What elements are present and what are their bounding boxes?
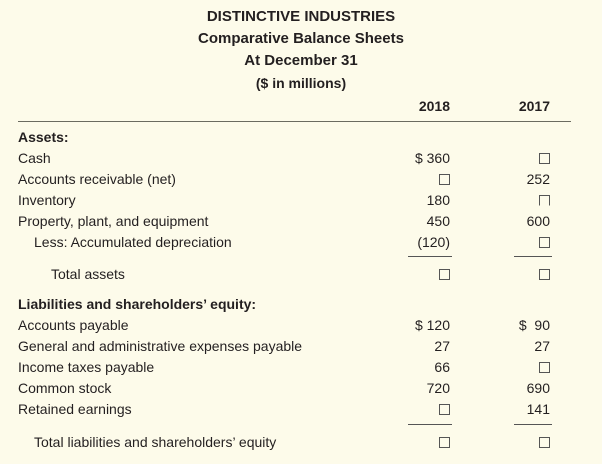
statement-units: ($ in millions) [255,75,347,91]
subtotal-underline-2017 [514,424,552,425]
table-row: Inventory 180 [0,190,602,211]
value-2018[interactable] [380,169,450,190]
blank-answer-box[interactable] [539,236,550,248]
value-2017: 252 [526,171,550,187]
row-label: Cash [18,150,51,166]
liabilities-heading: Liabilities and shareholders’ equity: [18,296,257,312]
table-row: General and administrative expenses paya… [0,336,602,357]
blank-answer-box[interactable] [539,194,550,206]
column-header-2017: 2017 [518,98,550,114]
value-2018: $ 360 [414,150,450,166]
row-label: Income taxes payable [18,359,155,375]
table-row: Income taxes payable 66 [0,357,602,378]
company-name: DISTINCTIVE INDUSTRIES [206,8,396,25]
blank-answer-box[interactable] [439,403,450,415]
table-row: Accounts receivable (net) 252 [0,169,602,190]
table-row: Common stock 720 690 [0,378,602,399]
value-2017: 690 [526,380,550,396]
value-2017[interactable] [480,264,550,285]
assets-heading-row: Assets: [0,127,602,148]
blank-answer-box[interactable] [439,436,450,448]
value-2018: 450 [426,213,450,229]
table-row: Accounts payable $ 120 $ 90 [0,315,602,336]
column-header-2018: 2018 [418,98,450,114]
value-2017[interactable] [480,357,550,378]
value-2018[interactable] [380,399,450,420]
row-label: Accounts receivable (net) [18,171,176,187]
table-row: Less: Accumulated depreciation (120) [0,232,602,253]
row-label: Property, plant, and equipment [18,213,209,229]
assets-heading: Assets: [18,129,69,145]
value-2017[interactable] [480,190,550,211]
blank-answer-box[interactable] [539,152,550,164]
value-2017[interactable] [480,232,550,253]
row-label: Inventory [18,192,76,208]
blank-answer-box[interactable] [439,268,450,280]
blank-answer-box[interactable] [539,436,550,448]
value-2017: $ 90 [518,317,550,333]
value-2017: 27 [534,338,550,354]
value-2017[interactable] [480,432,550,453]
value-2017[interactable] [480,148,550,169]
statement-date: At December 31 [244,52,358,69]
value-2018: $ 120 [414,317,450,333]
value-2018: 66 [434,359,450,375]
value-2018: 720 [426,380,450,396]
header-rule [18,121,571,122]
row-label: Common stock [18,380,112,396]
row-label: Retained earnings [18,401,132,417]
row-label: Total liabilities and shareholders’ equi… [34,434,277,450]
table-row: Cash $ 360 [0,148,602,169]
row-label: General and administrative expenses paya… [18,338,303,354]
subtotal-underline-2017 [514,256,552,257]
row-label: Less: Accumulated depreciation [34,234,232,250]
subtotal-underline-2018 [408,256,452,257]
statement-title: Comparative Balance Sheets [198,30,404,47]
liabilities-heading-row: Liabilities and shareholders’ equity: [0,294,602,315]
blank-answer-box[interactable] [439,173,450,185]
statement-header: DISTINCTIVE INDUSTRIES Comparative Balan… [0,6,602,94]
row-label: Total assets [51,266,125,282]
row-label: Accounts payable [18,317,129,333]
value-2018: 180 [426,192,450,208]
total-assets-row: Total assets [0,264,602,285]
blank-answer-box[interactable] [539,361,550,373]
blank-answer-box[interactable] [539,268,550,280]
subtotal-underline-2018 [408,424,452,425]
value-2018[interactable] [380,264,450,285]
table-row: Retained earnings 141 [0,399,602,420]
value-2017: 600 [526,213,550,229]
total-liabilities-row: Total liabilities and shareholders’ equi… [0,432,602,453]
value-2018: 27 [434,338,450,354]
value-2018[interactable] [380,432,450,453]
value-2017: 141 [526,401,550,417]
table-row: Property, plant, and equipment 450 600 [0,211,602,232]
value-2018: (120) [417,234,450,250]
